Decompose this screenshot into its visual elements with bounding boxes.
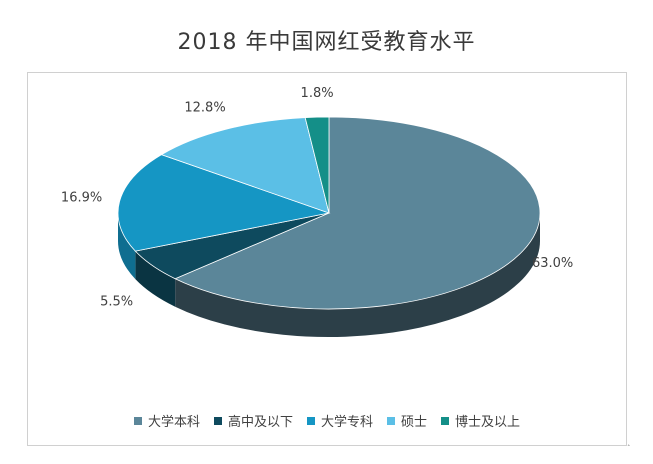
legend-swatch-1	[213, 416, 222, 425]
pie-sides	[118, 213, 540, 337]
chart-title: 2018 年中国网红受教育水平	[177, 30, 476, 55]
pie-side-1	[135, 251, 176, 307]
pie-label-3: 12.8%	[184, 100, 225, 115]
legend-label-2: 大学专科	[320, 415, 373, 430]
legend-label-1: 高中及以下	[227, 415, 293, 430]
legend-item-3: 硕士	[387, 411, 427, 430]
corner-mark: ˰	[627, 436, 631, 447]
pie-labels: 63.0% 5.5% 16.9% 12.8% 1.8%	[61, 86, 573, 310]
legend-label-3: 硕士	[401, 415, 428, 430]
legend-label-4: 博士及以上	[455, 415, 521, 430]
pie-label-4: 1.8%	[301, 86, 334, 101]
legend-swatch-0	[133, 416, 142, 425]
pie-slices	[117, 116, 541, 310]
legend-item-1: 高中及以下	[213, 411, 293, 430]
pie-side-0	[175, 213, 540, 337]
legend-item-4: 博士及以上	[441, 411, 520, 430]
pie-label-1: 5.5%	[100, 295, 133, 310]
legend: 大学本科 高中及以下 大学专科 硕士 博士及以上	[27, 411, 627, 430]
pie-slice-0	[174, 116, 541, 310]
pie-slice-2	[117, 154, 331, 252]
pie-label-2: 16.9%	[61, 190, 102, 205]
legend-label-0: 大学本科	[147, 415, 200, 430]
pie-slice-3	[160, 117, 330, 214]
legend-item-0: 大学本科	[133, 411, 200, 430]
pie-label-0: 63.0%	[532, 256, 573, 271]
legend-swatch-2	[306, 416, 315, 425]
legend-swatch-4	[441, 416, 450, 425]
pie-slice-4	[304, 116, 330, 214]
pie-side-2	[118, 213, 136, 280]
legend-swatch-3	[387, 416, 395, 425]
legend-item-2: 大学专科	[306, 411, 373, 430]
